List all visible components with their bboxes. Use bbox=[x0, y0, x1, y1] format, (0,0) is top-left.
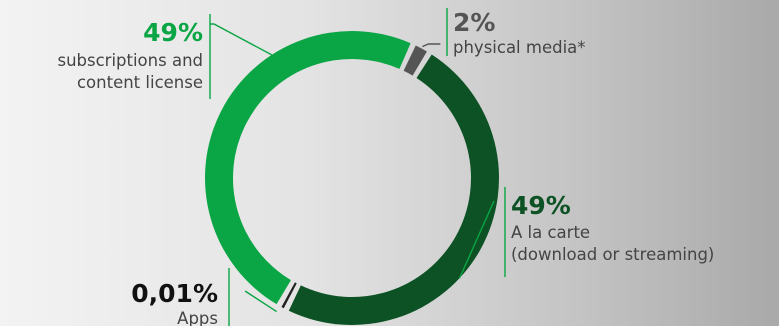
slice-percent-a-la-carte: 49% bbox=[511, 191, 571, 220]
leader-line-subscriptions bbox=[210, 23, 273, 56]
slice-percent-subscriptions: 49% bbox=[143, 18, 203, 47]
leader-line-apps bbox=[244, 290, 277, 313]
slice-label-subscriptions-line-2: content license bbox=[77, 73, 203, 92]
donut-slice-2 bbox=[288, 54, 500, 326]
slice-label-a-la-carte-line-2: (download or streaming) bbox=[511, 245, 714, 264]
slice-labels: 2%physical media* 49% A la carte (download … bbox=[57, 8, 714, 326]
donut-slice-4 bbox=[205, 31, 411, 305]
slice-label-apps: Apps bbox=[177, 309, 218, 326]
leader-line-a-la-carte bbox=[458, 200, 495, 279]
leader-line-physical-media bbox=[422, 43, 441, 48]
slice-label-a-la-carte-line-1: A la carte bbox=[511, 223, 590, 242]
slice-label-physical-media: physical media* bbox=[453, 38, 586, 57]
donut-slice-1 bbox=[403, 45, 427, 76]
donut-slice-3 bbox=[281, 282, 297, 309]
slice-label-subscriptions-line-1: subscriptions and bbox=[57, 51, 203, 70]
donut-slices bbox=[205, 31, 500, 326]
slice-percent-physical-media: 2% bbox=[453, 8, 495, 37]
slice-percent-apps: 0,01% bbox=[131, 279, 218, 308]
